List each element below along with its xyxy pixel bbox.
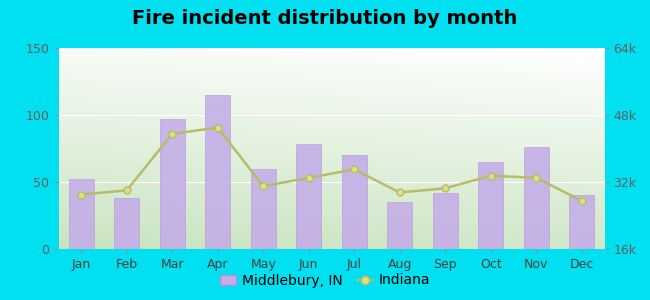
Bar	[69, 179, 94, 249]
Bar	[478, 162, 503, 249]
Bar	[296, 145, 321, 249]
Bar	[387, 202, 412, 249]
Bar	[114, 198, 139, 249]
Bar	[524, 147, 549, 249]
Bar	[342, 155, 367, 249]
Bar	[205, 95, 230, 249]
Text: Fire incident distribution by month: Fire incident distribution by month	[133, 9, 517, 28]
Bar	[433, 193, 458, 249]
Bar	[160, 119, 185, 249]
Legend: Middlebury, IN, Indiana: Middlebury, IN, Indiana	[214, 268, 436, 293]
Bar	[251, 169, 276, 249]
Bar	[569, 195, 594, 249]
